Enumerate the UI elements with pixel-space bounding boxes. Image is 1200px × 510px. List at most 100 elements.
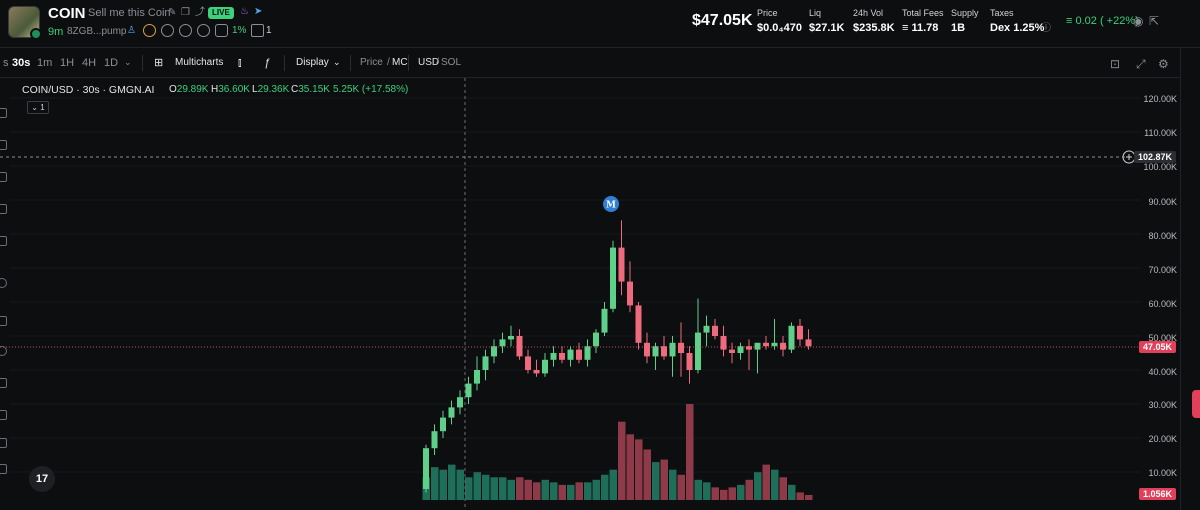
display-dropdown-icon[interactable]: ⌄ bbox=[333, 57, 341, 67]
formula-icon[interactable]: ƒ bbox=[264, 57, 271, 69]
timeframe-30s[interactable]: 30s bbox=[12, 57, 31, 69]
timeframe-dropdown-icon[interactable]: ⌄ bbox=[124, 57, 132, 67]
candle[interactable] bbox=[737, 342, 744, 360]
indicators-icon[interactable]: ⫾ bbox=[238, 57, 242, 69]
fib-tool-icon[interactable] bbox=[0, 140, 7, 150]
pattern-tool-icon[interactable] bbox=[0, 172, 7, 182]
candle[interactable] bbox=[431, 424, 438, 455]
candle[interactable] bbox=[644, 332, 650, 364]
legend-high: H36.60K bbox=[211, 84, 250, 95]
token-avatar[interactable] bbox=[8, 6, 40, 38]
eye-icon[interactable]: ◉ bbox=[1133, 14, 1144, 28]
tradingview-logo[interactable]: 17 bbox=[29, 466, 55, 492]
candle[interactable] bbox=[567, 346, 574, 367]
chart-canvas[interactable]: M bbox=[0, 78, 1180, 510]
edit-icon[interactable]: ✎ bbox=[168, 7, 177, 18]
globe-icon[interactable] bbox=[161, 24, 174, 37]
display-button[interactable]: Display bbox=[296, 57, 329, 68]
warning-icon[interactable] bbox=[143, 24, 156, 37]
legend-collapse-button[interactable]: ⌄ 1 bbox=[27, 101, 49, 114]
twitter-icon[interactable] bbox=[179, 24, 192, 37]
candle[interactable] bbox=[610, 240, 616, 313]
candle[interactable] bbox=[491, 339, 497, 364]
measure-tool-icon[interactable] bbox=[0, 204, 7, 214]
candle[interactable] bbox=[423, 444, 429, 493]
timeframe-1h[interactable]: 1H bbox=[60, 57, 75, 69]
price-chart[interactable]: M COIN/USD · 30s · GMGN.AI bbox=[0, 78, 1180, 510]
candle[interactable] bbox=[508, 325, 514, 347]
copy-icon[interactable]: ❐ bbox=[181, 7, 190, 18]
multicharts-button[interactable]: Multicharts bbox=[175, 57, 224, 68]
candle[interactable] bbox=[601, 302, 608, 336]
ruler-tool-icon[interactable] bbox=[0, 316, 7, 326]
external-link-icon[interactable]: ⇱ bbox=[1149, 14, 1160, 28]
candle[interactable] bbox=[559, 346, 565, 364]
trendline-tool-icon[interactable] bbox=[0, 108, 7, 118]
telegram-icon[interactable]: ➤ bbox=[254, 6, 263, 17]
candle[interactable] bbox=[440, 410, 446, 438]
info-icon[interactable]: ⓘ bbox=[1041, 23, 1051, 34]
mc-toggle[interactable]: MC bbox=[392, 57, 408, 68]
candle[interactable] bbox=[627, 261, 633, 313]
candle[interactable] bbox=[550, 346, 557, 367]
candle[interactable] bbox=[465, 376, 472, 404]
fullscreen-icon[interactable]: ⤢ bbox=[1136, 57, 1146, 71]
timeframe-4h[interactable]: 4H bbox=[82, 57, 97, 69]
lock-tool-icon[interactable] bbox=[0, 410, 7, 420]
candle[interactable] bbox=[499, 332, 506, 353]
candle[interactable] bbox=[474, 356, 480, 391]
candle[interactable] bbox=[593, 329, 599, 353]
settings-icon[interactable]: ⚙ bbox=[1158, 57, 1169, 71]
volume-bar bbox=[456, 469, 464, 500]
candle[interactable] bbox=[754, 342, 761, 374]
candle[interactable] bbox=[635, 302, 642, 350]
timeframe-1d[interactable]: 1D bbox=[104, 57, 119, 69]
sell-button-edge[interactable] bbox=[1192, 390, 1200, 418]
candle[interactable] bbox=[533, 359, 540, 377]
candle[interactable] bbox=[618, 220, 625, 296]
candle[interactable] bbox=[712, 319, 718, 340]
candle[interactable] bbox=[584, 339, 591, 367]
hide-tool-icon[interactable] bbox=[0, 438, 7, 448]
candle[interactable] bbox=[780, 336, 786, 357]
text-tool-icon[interactable] bbox=[0, 236, 7, 246]
candle[interactable] bbox=[661, 336, 667, 360]
candle[interactable] bbox=[729, 342, 735, 364]
candle[interactable] bbox=[576, 342, 582, 364]
sol-toggle[interactable]: SOL bbox=[441, 57, 462, 68]
candle[interactable] bbox=[516, 329, 523, 360]
contract-address[interactable]: 8ZGB...pump bbox=[67, 26, 127, 37]
candle[interactable] bbox=[542, 353, 548, 377]
candle[interactable] bbox=[686, 346, 693, 384]
candle[interactable] bbox=[457, 390, 463, 415]
user-icon[interactable]: ♙ bbox=[127, 25, 136, 36]
multicharts-icon[interactable]: ⊞ bbox=[154, 57, 164, 69]
migration-marker[interactable] bbox=[603, 196, 619, 212]
usd-toggle[interactable]: USD bbox=[418, 57, 440, 68]
emoji-tool-icon[interactable] bbox=[0, 278, 7, 288]
candle[interactable] bbox=[695, 298, 701, 374]
candle[interactable] bbox=[678, 322, 684, 377]
candle[interactable] bbox=[771, 319, 778, 350]
candle[interactable] bbox=[805, 329, 812, 350]
price-toggle[interactable]: Price bbox=[360, 57, 383, 68]
candle[interactable] bbox=[763, 336, 769, 350]
camera-icon[interactable]: ⊡ bbox=[1110, 57, 1121, 71]
candle[interactable] bbox=[797, 319, 803, 347]
candle[interactable] bbox=[746, 339, 752, 370]
candle[interactable] bbox=[788, 322, 795, 353]
toolbar-arrow-icon[interactable]: s bbox=[3, 57, 9, 69]
candle[interactable] bbox=[703, 315, 710, 347]
search-icon[interactable] bbox=[197, 24, 210, 37]
magnet-tool-icon[interactable] bbox=[0, 378, 7, 388]
candle[interactable] bbox=[525, 349, 531, 374]
candle[interactable] bbox=[652, 342, 659, 370]
share-icon[interactable]: ⤴ bbox=[195, 7, 205, 18]
trash-tool-icon[interactable] bbox=[0, 464, 7, 474]
candle[interactable] bbox=[720, 325, 727, 357]
zoom-tool-icon[interactable] bbox=[0, 346, 7, 356]
timeframe-1m[interactable]: 1m bbox=[37, 57, 53, 69]
candle[interactable] bbox=[448, 400, 455, 425]
candle[interactable] bbox=[482, 349, 489, 381]
candle[interactable] bbox=[669, 336, 676, 377]
